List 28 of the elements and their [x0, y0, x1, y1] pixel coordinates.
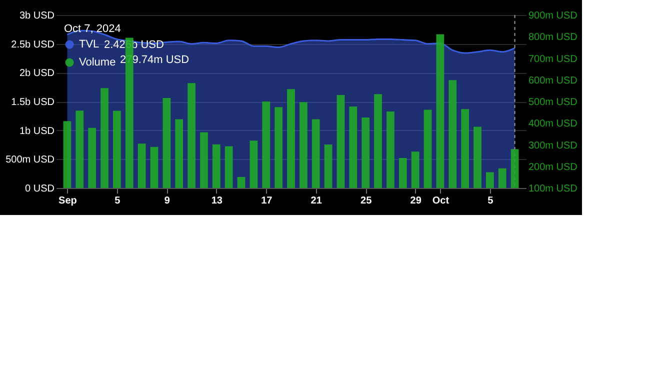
- y-tick-label: 2b USD: [19, 68, 54, 80]
- y2-tick-label: 100m USD: [528, 184, 578, 194]
- y-tick-label: 1b USD: [19, 126, 54, 137]
- x-tick-label: 5: [488, 196, 494, 206]
- x-tick-label: Sep: [58, 196, 77, 206]
- y2-tick-label: 200m USD: [528, 162, 578, 173]
- x-tick-label: 9: [164, 196, 170, 206]
- y2-tick-label: 700m USD: [528, 54, 578, 65]
- y2-tick-label: 400m USD: [528, 118, 578, 130]
- y2-tick-label: 500m USD: [528, 97, 578, 108]
- x-tick-label: 13: [211, 196, 223, 206]
- x-tick-label: 25: [360, 196, 372, 206]
- y2-tick-label: 900m USD: [528, 10, 578, 22]
- y2-tick-label: 800m USD: [528, 32, 578, 44]
- y-tick-label: 3b USD: [19, 10, 54, 22]
- x-tick-label: 5: [114, 196, 121, 206]
- x-tick-label: 29: [410, 196, 422, 206]
- y-tick-label: 1.5b USD: [11, 97, 54, 108]
- y2-tick-label: 600m USD: [528, 75, 578, 86]
- y-tick-label: 0 USD: [25, 184, 54, 194]
- legend-label: TVL: [79, 38, 100, 50]
- y2-tick-label: 300m USD: [528, 140, 578, 152]
- legend-label: Volume: [79, 56, 116, 68]
- y-tick-label: 2.5b USD: [11, 39, 54, 50]
- y-tick-label: 500m USD: [6, 154, 54, 166]
- x-tick-label: Oct: [432, 196, 450, 206]
- x-tick-label: 17: [261, 196, 273, 206]
- x-tick-label: 21: [310, 196, 322, 206]
